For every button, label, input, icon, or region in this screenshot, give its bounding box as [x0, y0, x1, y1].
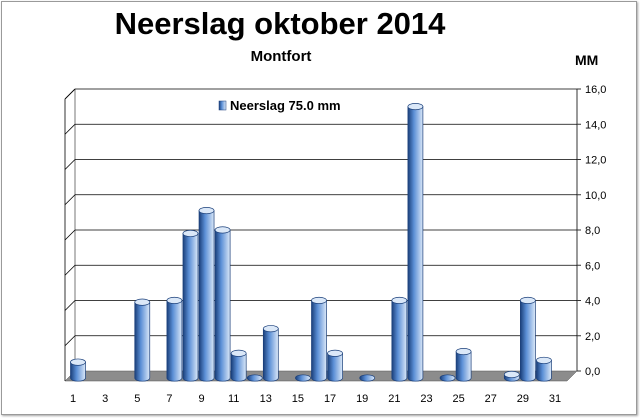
bar [214, 226, 231, 382]
bar-top [182, 229, 199, 238]
bar-body [311, 300, 327, 382]
bar [455, 348, 472, 382]
y-tick-label: 14,0 [585, 119, 606, 131]
chart-title: Neerslag oktober 2014 [114, 6, 446, 41]
bar-body [327, 352, 343, 382]
bars-layer [70, 103, 552, 382]
bar-top [407, 103, 424, 111]
bar-top [262, 325, 279, 333]
bar [198, 207, 215, 382]
y-axis-unit-label: MM [575, 52, 599, 68]
y-tick-label: 8,0 [585, 225, 600, 237]
bar [182, 229, 199, 382]
bar [503, 370, 520, 382]
bar-body [198, 210, 215, 382]
bar-top [536, 356, 552, 364]
bar-body [262, 328, 279, 382]
gridline-depth [64, 88, 76, 100]
bar-top [455, 348, 472, 356]
x-tick-label: 11 [228, 393, 239, 405]
legend-swatch [218, 100, 227, 111]
bar-top [134, 298, 151, 306]
bar [439, 374, 456, 382]
gridline-depth [64, 335, 76, 347]
bar-disc [295, 374, 311, 382]
bar [327, 349, 343, 382]
bar-body [455, 351, 472, 382]
gridline-depth [64, 300, 76, 311]
x-tick-label: 27 [485, 393, 497, 405]
x-tick-label: 9 [198, 393, 204, 405]
bar-body [70, 361, 86, 382]
bar [134, 298, 151, 382]
gridline-depth [64, 194, 76, 206]
gridline-depth [64, 264, 76, 276]
x-tick-label: 15 [292, 393, 304, 405]
bar-body [214, 229, 231, 382]
x-tick-label: 21 [388, 393, 400, 405]
x-tick-label: 25 [452, 393, 464, 405]
y-tick-label: 6,0 [585, 260, 600, 272]
legend-label: Neerslag 75.0 mm [230, 98, 341, 113]
bar [311, 296, 327, 382]
bar-top [70, 358, 86, 366]
chart-subtitle: Montfort [250, 48, 312, 65]
bar-body [407, 106, 424, 382]
bar-top [391, 296, 408, 305]
bar [536, 356, 552, 382]
x-tick-label: 5 [134, 393, 140, 405]
x-tick-label: 19 [356, 393, 368, 405]
y-tick-label: 16,0 [585, 84, 606, 96]
bar-top [327, 349, 343, 357]
bar [262, 325, 279, 382]
bar-body [536, 360, 552, 382]
bar-top [230, 349, 247, 357]
x-tick-label: 29 [517, 393, 529, 405]
bar-body [391, 300, 408, 382]
bar-body [520, 300, 536, 382]
bar-top [520, 296, 536, 305]
y-tick-label: 12,0 [585, 155, 606, 167]
bar-body [134, 301, 151, 382]
y-tick-label: 10,0 [585, 190, 606, 202]
bar-top [214, 226, 231, 234]
bar [246, 374, 263, 382]
bar [70, 358, 86, 382]
bar [407, 103, 424, 382]
bar-top [166, 296, 183, 305]
x-tick-label: 3 [102, 393, 108, 405]
legend: Neerslag 75.0 mm [218, 98, 341, 113]
y-tick-label: 0,0 [585, 366, 600, 378]
bar-disc [246, 374, 263, 382]
bar-top [503, 370, 520, 379]
x-tick-label: 7 [166, 393, 172, 405]
bar [520, 296, 536, 382]
bar [230, 349, 247, 382]
x-tick-label: 13 [260, 393, 272, 405]
x-tick-label: 23 [420, 393, 432, 405]
bar-body [166, 300, 183, 382]
bar-disc [359, 374, 376, 382]
bar-body [230, 352, 247, 382]
y-tick-label: 2,0 [585, 331, 600, 343]
x-tick-label: 1 [70, 393, 76, 405]
ticks-layer: 0,02,04,06,08,010,012,014,016,01 3 5 7 9 11 13… [70, 84, 606, 405]
bar [359, 374, 376, 382]
gridline-depth [64, 123, 76, 135]
x-tick-label: 31 [549, 393, 561, 405]
bar [166, 296, 183, 382]
bar [391, 296, 408, 382]
bar [295, 374, 311, 382]
bar-top [311, 296, 327, 305]
bar-top [198, 207, 215, 215]
bar-body [182, 233, 199, 382]
gridline-depth [64, 159, 76, 170]
x-tick-label: 17 [324, 393, 336, 405]
gridline-depth [64, 229, 76, 241]
y-tick-label: 4,0 [585, 296, 600, 308]
bar-disc [439, 374, 456, 382]
